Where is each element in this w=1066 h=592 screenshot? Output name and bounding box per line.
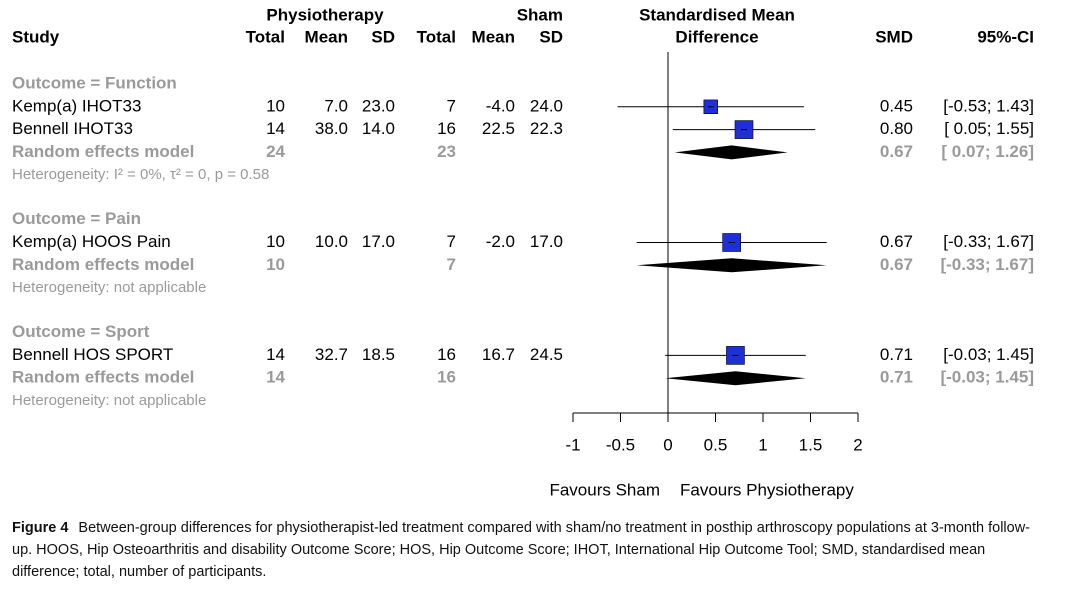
table-cell: 14.0 [362,119,395,138]
pooled-name: Random effects model [12,368,194,387]
heterogeneity: Heterogeneity: not applicable [12,392,206,409]
study-header: Study [12,27,60,46]
table-cell: 17.0 [530,232,563,251]
x-tick-label: 2 [853,435,862,454]
mean-header: Mean [305,27,348,46]
table-cell: 16.7 [482,345,515,364]
table-cell: 10 [266,96,285,115]
total-header: Total [417,27,456,46]
x-tick-label: 0.5 [704,435,728,454]
table-cell: 18.5 [362,345,395,364]
pooled-diamond [636,258,827,273]
caption: Figure 4 Between-group differences for ph… [12,517,1042,583]
table-cell: 23.0 [362,96,395,115]
table-cell: 7.0 [324,96,348,115]
group-label: Outcome = Sport [12,322,150,341]
total-header: Total [246,27,285,46]
pooled-total: 14 [266,368,285,387]
x-tick-label: 1 [758,435,767,454]
ci-label: [ 0.05; 1.55] [944,119,1034,138]
smd-label: 0.67 [880,255,913,274]
ci-label: [-0.03; 1.45] [943,345,1034,364]
smd-label: 0.67 [880,142,913,161]
mean-header: Mean [472,27,515,46]
effect-header: Difference [675,27,758,46]
table-cell: 14 [266,119,285,138]
x-tick-label: 0 [663,435,672,454]
effect-header: Standardised Mean [639,5,795,24]
ci-label: [-0.33; 1.67] [940,255,1034,274]
table-cell: 24.0 [530,96,563,115]
pooled-diamond [674,145,788,160]
smd-label: 0.71 [880,345,913,364]
table-cell: 22.5 [482,119,515,138]
pooled-diamond [665,371,806,386]
study-name: Bennell HOS SPORT [12,345,173,364]
group-label: Outcome = Pain [12,209,141,228]
table-cell: 16 [437,345,456,364]
table-cell: 16 [437,119,456,138]
heterogeneity: Heterogeneity: I² = 0%, τ² = 0, p = 0.58 [12,166,269,183]
table-cell: -2.0 [486,232,515,251]
smd-label: 0.67 [880,232,913,251]
heterogeneity: Heterogeneity: not applicable [12,279,206,296]
smd-label: 0.45 [880,96,913,115]
table-cell: 10.0 [315,232,348,251]
study-name: Bennell IHOT33 [12,119,133,138]
caption-label: Figure 4 [12,520,69,536]
x-tick-label: -1 [565,435,580,454]
caption-text: Between-group differences for physiother… [12,520,1031,580]
x-label-left: Favours Sham [549,480,660,499]
ci-header: 95%-CI [977,27,1034,46]
study-name: Kemp(a) IHOT33 [12,96,141,115]
table-cell: 38.0 [315,119,348,138]
pooled-total: 23 [437,142,456,161]
table-cell: 7 [447,96,456,115]
ci-label: [-0.53; 1.43] [943,96,1034,115]
ci-label: [-0.03; 1.45] [940,368,1034,387]
pooled-name: Random effects model [12,255,194,274]
forest-plot: Physiotherapy Sham Standardised Mean Dif… [12,5,1034,499]
x-tick-label: 1.5 [799,435,823,454]
x-label-right: Favours Physiotherapy [680,480,854,499]
table-cell: 10 [266,232,285,251]
group-label: Outcome = Function [12,73,177,92]
table-cell: 17.0 [362,232,395,251]
pooled-total: 10 [266,255,285,274]
ci-label: [ 0.07; 1.26] [941,142,1034,161]
group1-header: Physiotherapy [266,5,384,24]
smd-header: SMD [875,27,913,46]
sd-header: SD [539,27,563,46]
group2-header: Sham [517,5,563,24]
smd-label: 0.71 [880,368,913,387]
table-cell: 22.3 [530,119,563,138]
table-cell: 14 [266,345,285,364]
x-tick-label: -0.5 [606,435,635,454]
study-name: Kemp(a) HOOS Pain [12,232,171,251]
sd-header: SD [371,27,395,46]
table-cell: 32.7 [315,345,348,364]
pooled-total: 7 [447,255,456,274]
table-cell: 7 [447,232,456,251]
pooled-total: 16 [437,368,456,387]
pooled-total: 24 [266,142,285,161]
ci-label: [-0.33; 1.67] [943,232,1034,251]
table-cell: -4.0 [486,96,515,115]
table-cell: 24.5 [530,345,563,364]
smd-label: 0.80 [880,119,913,138]
pooled-name: Random effects model [12,142,194,161]
